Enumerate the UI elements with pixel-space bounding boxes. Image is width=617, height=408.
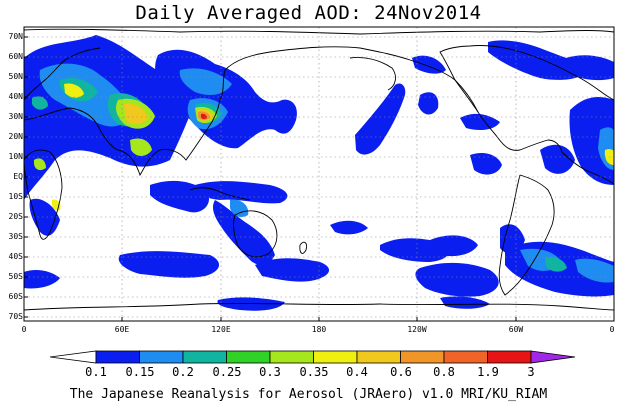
aod-field [24, 35, 614, 311]
colorbar-label: 0.1 [85, 365, 107, 379]
lat-label: 20N [8, 132, 23, 141]
lat-label: EQ [13, 172, 23, 181]
colorbar-segment [313, 350, 358, 364]
lat-label: 60N [8, 52, 23, 61]
colorbar [49, 350, 576, 364]
aod-teal-regions [32, 78, 567, 272]
lat-label: 60S [8, 292, 23, 301]
colorbar-segment [530, 350, 576, 364]
colorbar-segment [487, 350, 532, 364]
colorbar-label: 0.25 [212, 365, 242, 379]
colorbar-label: 0.8 [433, 365, 455, 379]
lon-label: 0 [609, 325, 615, 334]
lat-label: 50S [8, 272, 23, 281]
colorbar-label: 0.2 [172, 365, 194, 379]
lon-label: 60E [114, 325, 130, 334]
aod-blue-regions [24, 35, 614, 311]
colorbar-segment [95, 350, 140, 364]
credit-text: The Japanese Reanalysis for Aerosol (JRA… [69, 387, 548, 402]
colorbar-segment [139, 350, 184, 364]
colorbar-label: 3 [527, 365, 535, 379]
colorbar-segment [226, 350, 271, 364]
colorbar-segment [400, 350, 445, 364]
lat-label: 40S [8, 252, 23, 261]
colorbar-label: 0.35 [299, 365, 329, 379]
lat-label: 30S [8, 232, 23, 241]
lat-label: 40N [8, 92, 23, 101]
map-title: Daily Averaged AOD: 24Nov2014 [135, 2, 482, 24]
lat-label: 50N [8, 72, 23, 81]
gridlines [24, 27, 614, 321]
lon-label: 60W [508, 325, 524, 334]
lon-label: 180 [311, 325, 327, 334]
colorbar-label: 0.4 [346, 365, 368, 379]
lat-label: 70S [8, 312, 23, 321]
lat-label: 10N [8, 152, 23, 161]
colorbar-segment [49, 350, 97, 364]
colorbar-label: 1.9 [477, 365, 499, 379]
lat-label: 10S [8, 192, 23, 201]
colorbar-label: 0.6 [390, 365, 412, 379]
axis-ticks [24, 36, 517, 321]
colorbar-segment [443, 350, 488, 364]
colorbar-label: 0.3 [259, 365, 281, 379]
colorbar-segment [269, 350, 314, 364]
coastlines [24, 28, 614, 311]
lon-label: 0 [21, 325, 27, 334]
lat-label: 20S [8, 212, 23, 221]
lon-label: 120W [407, 325, 427, 334]
colorbar-segment [356, 350, 401, 364]
aod-hotspots [34, 83, 614, 211]
lat-label: 30N [8, 112, 23, 121]
colorbar-segment [182, 350, 227, 364]
lon-label: 120E [211, 325, 231, 334]
colorbar-label: 0.15 [125, 365, 155, 379]
lat-label: 70N [8, 32, 23, 41]
